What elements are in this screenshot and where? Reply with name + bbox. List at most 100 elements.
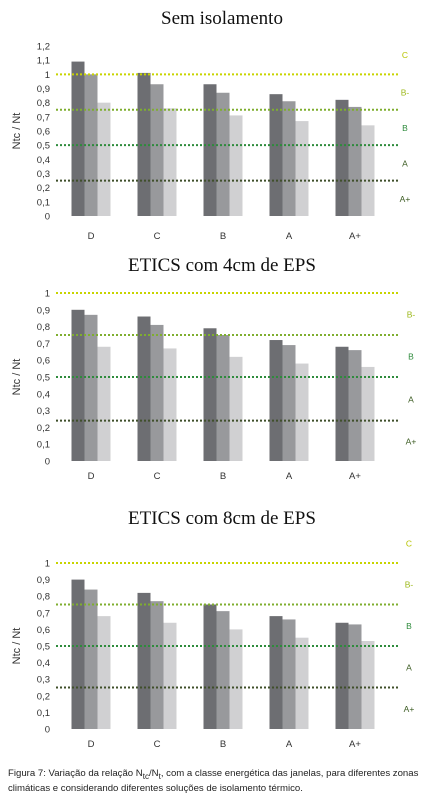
y-tick-label: 0: [45, 457, 50, 468]
y-tick-label: 0,1: [37, 440, 50, 451]
y-tick-label: 0,5: [37, 642, 50, 653]
x-tick-label: A+: [349, 231, 361, 242]
band-label: A+: [406, 436, 417, 446]
band-label: B-: [401, 88, 410, 98]
x-tick-label: A: [286, 471, 293, 482]
band-label: B: [406, 621, 412, 631]
chart-etics-8cm: Ntc / Nt 0 0,1 0,2 0,3 0,4 0,5 0,6 0,7 0,8 0,9 1 D C B…: [11, 539, 415, 751]
bar-d-series-3: [97, 616, 111, 729]
y-tick-label: 0,7: [37, 112, 50, 123]
bar-c-series-1: [137, 316, 151, 461]
band-label: B: [402, 123, 408, 133]
y-tick-label: 0,4: [37, 658, 50, 669]
y-tick-label: 0,4: [37, 155, 50, 166]
bar-aplus-series-3: [361, 125, 375, 216]
band-label: C: [402, 50, 408, 60]
bar-d-series-2: [84, 74, 98, 216]
chart-etics-4cm: Ntc / Nt 0 0,1 0,2 0,3 0,4 0,5 0,6 0,7 0,8 0,9 1 D C B…: [11, 289, 417, 483]
x-tick-label: D: [88, 739, 95, 750]
y-tick-label: 0: [45, 725, 50, 736]
bar-a-series-3: [295, 121, 309, 216]
caption-suffix: , com a classe energética das janelas, p…: [8, 768, 419, 794]
bar-b-series-2: [216, 335, 230, 461]
bar-c-series-3: [163, 348, 177, 461]
bar-a-series-3: [295, 637, 309, 729]
bar-aplus-series-3: [361, 366, 375, 461]
y-tick-label: 1: [45, 70, 50, 81]
caption-mid: /N: [148, 768, 159, 779]
bar-c-series-1: [137, 592, 151, 729]
chart-title: ETICS com 4cm de EPS: [128, 255, 316, 276]
bar-a-series-2: [282, 345, 296, 461]
y-axis-label: Ntc / Nt: [11, 113, 23, 150]
figure-caption: Figura 7: Variação da relação Ntc/Nt, co…: [8, 768, 438, 795]
x-tick-label: D: [88, 231, 95, 242]
bar-a-series-2: [282, 619, 296, 729]
bar-c-series-3: [163, 108, 177, 216]
y-tick-label: 0,1: [37, 197, 50, 208]
y-tick-label: 0,3: [37, 406, 50, 417]
x-tick-label: B: [220, 739, 226, 750]
y-tick-label: 0,6: [37, 127, 50, 138]
bar-aplus-series-1: [335, 99, 349, 216]
x-tick-label: C: [154, 231, 161, 242]
y-tick-label: 0: [45, 212, 50, 223]
caption-sub-tc: tc: [142, 771, 149, 781]
x-tick-label: A: [286, 231, 293, 242]
y-tick-label: 0,6: [37, 625, 50, 636]
bar-c-series-2: [150, 324, 164, 461]
bar-b-series-2: [216, 92, 230, 216]
chart-title: ETICS com 8cm de EPS: [128, 508, 316, 529]
y-tick-label: 0,2: [37, 423, 50, 434]
bar-d-series-3: [97, 102, 111, 216]
bar-a-series-2: [282, 101, 296, 216]
bar-d-series-3: [97, 346, 111, 461]
bar-aplus-series-2: [348, 350, 362, 461]
bar-aplus-series-1: [335, 622, 349, 729]
bar-b-series-3: [229, 115, 243, 216]
caption-prefix: Figura 7: Variação da relação N: [8, 768, 143, 779]
x-tick-label: B: [220, 231, 226, 242]
y-tick-label: 0,5: [37, 373, 50, 384]
x-tick-label: A: [286, 739, 293, 750]
bar-aplus-series-3: [361, 641, 375, 729]
y-tick-label: 1,1: [37, 56, 50, 67]
y-tick-label: 0,2: [37, 183, 50, 194]
y-tick-label: 0,6: [37, 356, 50, 367]
y-tick-label: 0,8: [37, 98, 50, 109]
bar-c-series-2: [150, 84, 164, 216]
band-label: A: [408, 394, 414, 404]
x-tick-label: A+: [349, 739, 361, 750]
chart-sem-isolamento: Ntc / Nt 0 0,1 0,2 0,3 0,4 0,5 0,6 0,7 0,8 0,9 1 1,1…: [11, 42, 411, 243]
y-tick-label: 0,9: [37, 305, 50, 316]
y-tick-label: 0,9: [37, 575, 50, 586]
y-tick-label: 0,1: [37, 708, 50, 719]
band-label: A: [402, 158, 408, 168]
band-label: A+: [400, 194, 411, 204]
band-label: A: [406, 662, 412, 672]
bar-b-series-3: [229, 356, 243, 461]
bar-c-series-3: [163, 622, 177, 729]
y-axis-label: Ntc / Nt: [11, 359, 23, 396]
bar-b-series-1: [203, 604, 217, 729]
band-label: A+: [404, 704, 415, 714]
y-tick-label: 0,8: [37, 322, 50, 333]
bar-a-series-1: [269, 94, 283, 216]
bar-aplus-series-2: [348, 624, 362, 729]
y-tick-label: 1: [45, 559, 50, 570]
y-tick-label: 0,4: [37, 389, 50, 400]
bar-d-series-1: [71, 61, 85, 216]
x-tick-label: C: [154, 739, 161, 750]
bar-aplus-series-1: [335, 346, 349, 461]
bar-a-series-1: [269, 340, 283, 461]
y-tick-label: 0,2: [37, 691, 50, 702]
bar-d-series-2: [84, 314, 98, 461]
bar-d-series-1: [71, 309, 85, 461]
bar-a-series-3: [295, 363, 309, 461]
caption-sub-t: t: [158, 771, 161, 781]
y-tick-label: 1,2: [37, 42, 50, 53]
bar-b-series-1: [203, 84, 217, 216]
band-label: B: [408, 352, 414, 362]
bar-d-series-2: [84, 589, 98, 729]
bar-aplus-series-2: [348, 106, 362, 216]
